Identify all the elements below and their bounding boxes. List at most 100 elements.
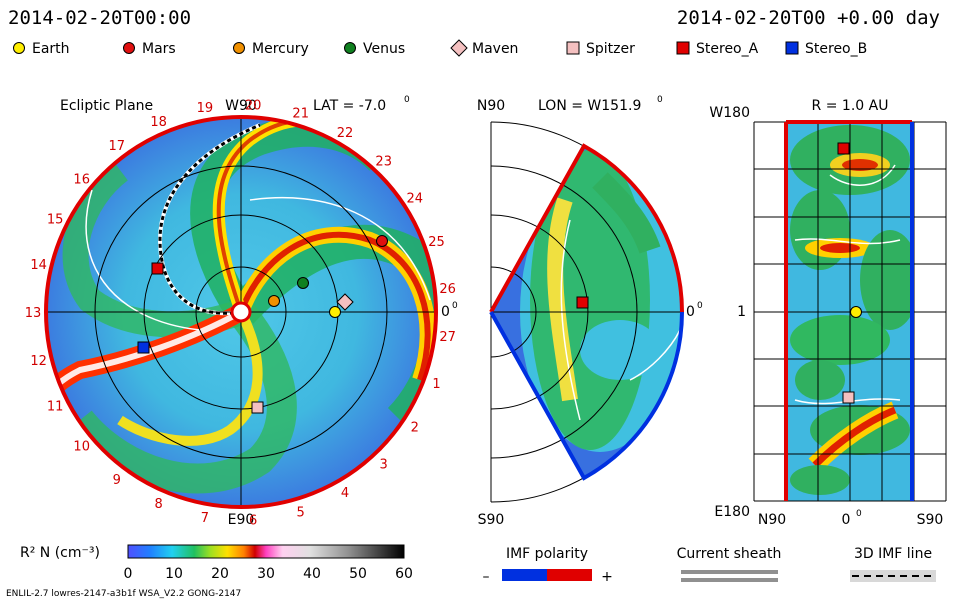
stereo-a-marker-r bbox=[837, 142, 850, 155]
legend-label: Spitzer bbox=[586, 41, 635, 57]
imf-polarity-label: IMF polarity bbox=[506, 546, 588, 562]
r-panel: R = 1.0 AU W180 1 E180 N90 0 0 S90 bbox=[709, 98, 947, 528]
ecliptic-panel: Ecliptic Plane W90 E90 0 0 LAT = -7.0 0 … bbox=[25, 95, 458, 529]
rotation-number: 14 bbox=[30, 258, 47, 273]
r-panel-x-right: S90 bbox=[917, 512, 944, 528]
ecliptic-top-label: W90 bbox=[225, 98, 257, 114]
colorbar-tick: 0 bbox=[124, 566, 133, 582]
r-panel-x-left: N90 bbox=[758, 512, 786, 528]
rotation-numbers: 19 20212223242526271234567891011121314151… bbox=[25, 98, 456, 528]
legend-label: Maven bbox=[472, 41, 518, 57]
meridional-panel: N90 S90 0 0 LON = W151.9 0 bbox=[477, 95, 703, 528]
mars-legend-icon bbox=[123, 42, 135, 54]
stereo-a-marker-meridional bbox=[576, 296, 589, 309]
colorbar-label: R² N (cm⁻³) bbox=[20, 545, 100, 561]
rotation-number: 22 bbox=[337, 126, 354, 141]
rotation-number: 6 bbox=[249, 514, 257, 529]
colorbar-tick: 40 bbox=[303, 566, 321, 582]
earth-marker bbox=[329, 306, 341, 318]
ecliptic-boundary bbox=[44, 115, 438, 509]
rotation-number: 5 bbox=[297, 505, 305, 520]
rotation-number: 19 bbox=[197, 101, 214, 116]
rotation-number: 13 bbox=[25, 306, 42, 321]
colorbar-tick: 50 bbox=[349, 566, 367, 582]
rotation-number: 21 bbox=[292, 107, 309, 122]
imf3d-label: 3D IMF line bbox=[854, 546, 932, 562]
ecliptic-lat-label: LAT = -7.0 bbox=[313, 98, 386, 114]
colorbar-tick: 60 bbox=[395, 566, 413, 582]
earth-legend-icon bbox=[13, 42, 25, 54]
venus-marker bbox=[297, 277, 309, 289]
sun-icon bbox=[230, 301, 252, 323]
date-right: 2014-02-20T00 +0.00 day bbox=[677, 7, 940, 29]
r-panel-title: R = 1.0 AU bbox=[812, 98, 889, 114]
imf-negative-swatch bbox=[502, 569, 547, 581]
r-panel-grid bbox=[753, 121, 947, 502]
meridional-lon-degree: 0 bbox=[657, 95, 663, 105]
colorbar-tick: 20 bbox=[211, 566, 229, 582]
r-panel-x-mid: 0 bbox=[842, 512, 851, 528]
rotation-number: 8 bbox=[154, 497, 162, 512]
legend-label: Earth bbox=[32, 41, 70, 57]
rotation-number: 27 bbox=[439, 330, 456, 345]
rotation-number: 25 bbox=[428, 235, 445, 250]
current-sheath-legend: Current sheath bbox=[677, 546, 782, 582]
colorbar-tick: 10 bbox=[165, 566, 183, 582]
legend-label: Mars bbox=[142, 41, 176, 57]
r-panel-mid-label: 1 bbox=[737, 304, 746, 320]
meridional-right-label: 0 bbox=[686, 304, 695, 320]
legend-label: Stereo_B bbox=[805, 41, 867, 57]
spitzer-marker bbox=[251, 401, 264, 414]
rotation-number: 24 bbox=[407, 192, 424, 207]
mars-marker bbox=[376, 235, 388, 247]
rotation-number: 10 bbox=[73, 440, 90, 455]
rotation-number: 1 bbox=[432, 377, 440, 392]
ecliptic-title: Ecliptic Plane bbox=[60, 98, 153, 114]
maven-marker bbox=[336, 293, 354, 311]
imf-plus: + bbox=[601, 569, 613, 585]
rotation-number: 16 bbox=[73, 172, 90, 187]
legend-label: Mercury bbox=[252, 41, 309, 57]
stereo-b-marker bbox=[137, 341, 150, 354]
rotation-number: 15 bbox=[47, 213, 64, 228]
meridional-bottom-label: S90 bbox=[478, 512, 505, 528]
rotation-number: 17 bbox=[109, 139, 126, 154]
meridional-top-label: N90 bbox=[477, 98, 505, 114]
date-left: 2014-02-20T00:00 bbox=[8, 7, 191, 29]
maven-legend-icon bbox=[450, 39, 468, 57]
imf-positive-swatch bbox=[547, 569, 592, 581]
rotation-number: 9 bbox=[113, 473, 121, 488]
meridional-right-degree: 0 bbox=[697, 301, 703, 311]
r-panel-top-label: W180 bbox=[709, 105, 750, 121]
imf3d-legend: 3D IMF line bbox=[850, 546, 936, 582]
meridional-lon-label: LON = W151.9 bbox=[538, 98, 641, 114]
rotation-number: 12 bbox=[30, 354, 47, 369]
r-panel-x-degree: 0 bbox=[856, 509, 862, 519]
rotation-number: 20 bbox=[245, 98, 262, 113]
footer-text: ENLIL-2.7 lowres-2147-a3b1f WSA_V2.2 GON… bbox=[6, 589, 241, 599]
rotation-number: 7 bbox=[201, 511, 209, 526]
colorbar-ticks: 0 10 20 30 40 50 60 bbox=[124, 566, 413, 582]
current-sheath-label: Current sheath bbox=[677, 546, 782, 562]
colorbar-scale bbox=[127, 544, 405, 559]
rotation-number: 4 bbox=[341, 486, 349, 501]
stereo-b-legend-icon bbox=[785, 41, 799, 55]
ecliptic-right-label: 0 bbox=[441, 304, 450, 320]
imf-polarity-legend: IMF polarity – + bbox=[483, 546, 613, 585]
ecliptic-right-degree: 0 bbox=[452, 301, 458, 311]
rotation-number: 26 bbox=[439, 282, 456, 297]
r-panel-bottom-label: E180 bbox=[714, 504, 750, 520]
mercury-marker bbox=[268, 295, 280, 307]
ecliptic-lat-degree: 0 bbox=[404, 95, 410, 105]
legend: Earth Mars Mercury Venus Maven Spitzer Stereo_… bbox=[13, 39, 867, 57]
mercury-legend-icon bbox=[233, 42, 245, 54]
ecliptic-bottom-label: E90 bbox=[228, 512, 255, 528]
rotation-number: 18 bbox=[150, 115, 167, 130]
legend-label: Venus bbox=[363, 41, 405, 57]
legend-label: Stereo_A bbox=[696, 41, 759, 57]
earth-marker-r bbox=[850, 306, 862, 318]
venus-legend-icon bbox=[344, 42, 356, 54]
colorbar-tick: 30 bbox=[257, 566, 275, 582]
spitzer-legend-icon bbox=[566, 41, 580, 55]
